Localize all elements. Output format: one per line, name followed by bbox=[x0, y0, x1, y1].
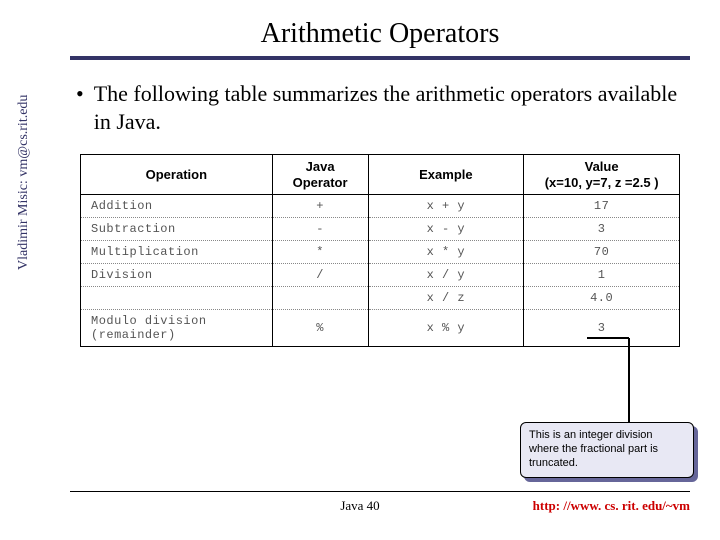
table-row: Subtraction - x - y 3 bbox=[81, 218, 680, 241]
table-row: Modulo division(remainder) % x % y 3 bbox=[81, 310, 680, 347]
cell-sym: % bbox=[272, 310, 368, 347]
th-value-l1: Value bbox=[585, 159, 619, 174]
author-text: Vladimir Misic: vm@cs.rit.edu bbox=[16, 95, 31, 270]
cell-op: Modulo division(remainder) bbox=[81, 310, 273, 347]
cell-val: 17 bbox=[524, 195, 680, 218]
th-operator-l1: Java bbox=[306, 159, 335, 174]
cell-ex: x / z bbox=[368, 287, 524, 310]
bullet-dot: • bbox=[76, 80, 84, 108]
slide: Vladimir Misic: vm@cs.rit.edu Arithmetic… bbox=[0, 0, 720, 540]
cell-op bbox=[81, 287, 273, 310]
cell-sym: + bbox=[272, 195, 368, 218]
cell-val: 4.0 bbox=[524, 287, 680, 310]
cell-op: Subtraction bbox=[81, 218, 273, 241]
cell-val: 70 bbox=[524, 241, 680, 264]
callout-connector-v bbox=[628, 338, 630, 422]
callout-box: This is an integer division where the fr… bbox=[520, 422, 694, 478]
th-operation: Operation bbox=[81, 155, 273, 195]
cell-op-l2: (remainder) bbox=[91, 328, 176, 342]
th-operator: JavaOperator bbox=[272, 155, 368, 195]
table-header-row: Operation JavaOperator Example Value(x=1… bbox=[81, 155, 680, 195]
th-operator-l2: Operator bbox=[293, 175, 348, 190]
table-row: Multiplication * x * y 70 bbox=[81, 241, 680, 264]
cell-op-l1: Modulo division bbox=[91, 314, 207, 328]
cell-sym: - bbox=[272, 218, 368, 241]
operators-table: Operation JavaOperator Example Value(x=1… bbox=[80, 154, 680, 347]
cell-sym: / bbox=[272, 264, 368, 287]
table-row: Division / x / y 1 bbox=[81, 264, 680, 287]
cell-ex: x * y bbox=[368, 241, 524, 264]
cell-sym: * bbox=[272, 241, 368, 264]
cell-val: 1 bbox=[524, 264, 680, 287]
cell-sym bbox=[272, 287, 368, 310]
cell-ex: x + y bbox=[368, 195, 524, 218]
th-example: Example bbox=[368, 155, 524, 195]
cell-val: 3 bbox=[524, 218, 680, 241]
cell-op: Addition bbox=[81, 195, 273, 218]
cell-op: Division bbox=[81, 264, 273, 287]
footer-divider bbox=[70, 491, 690, 492]
callout-connector-h bbox=[587, 337, 629, 339]
cell-val: 3 bbox=[524, 310, 680, 347]
bullet-row: • The following table summarizes the ari… bbox=[76, 80, 690, 136]
title-underline bbox=[70, 56, 690, 60]
cell-ex: x - y bbox=[368, 218, 524, 241]
cell-op: Multiplication bbox=[81, 241, 273, 264]
bullet-text: The following table summarizes the arith… bbox=[94, 80, 690, 136]
operators-table-wrap: Operation JavaOperator Example Value(x=1… bbox=[80, 154, 680, 347]
table-row: Addition + x + y 17 bbox=[81, 195, 680, 218]
th-value: Value(x=10, y=7, z =2.5 ) bbox=[524, 155, 680, 195]
table-row: x / z 4.0 bbox=[81, 287, 680, 310]
slide-title: Arithmetic Operators bbox=[70, 18, 690, 50]
author-side-label: Vladimir Misic: vm@cs.rit.edu bbox=[16, 95, 32, 270]
footer-url: http: //www. cs. rit. edu/~vm bbox=[533, 498, 690, 514]
cell-ex: x % y bbox=[368, 310, 524, 347]
th-value-l2: (x=10, y=7, z =2.5 ) bbox=[545, 175, 659, 190]
callout-text: This is an integer division where the fr… bbox=[529, 429, 658, 469]
cell-ex: x / y bbox=[368, 264, 524, 287]
